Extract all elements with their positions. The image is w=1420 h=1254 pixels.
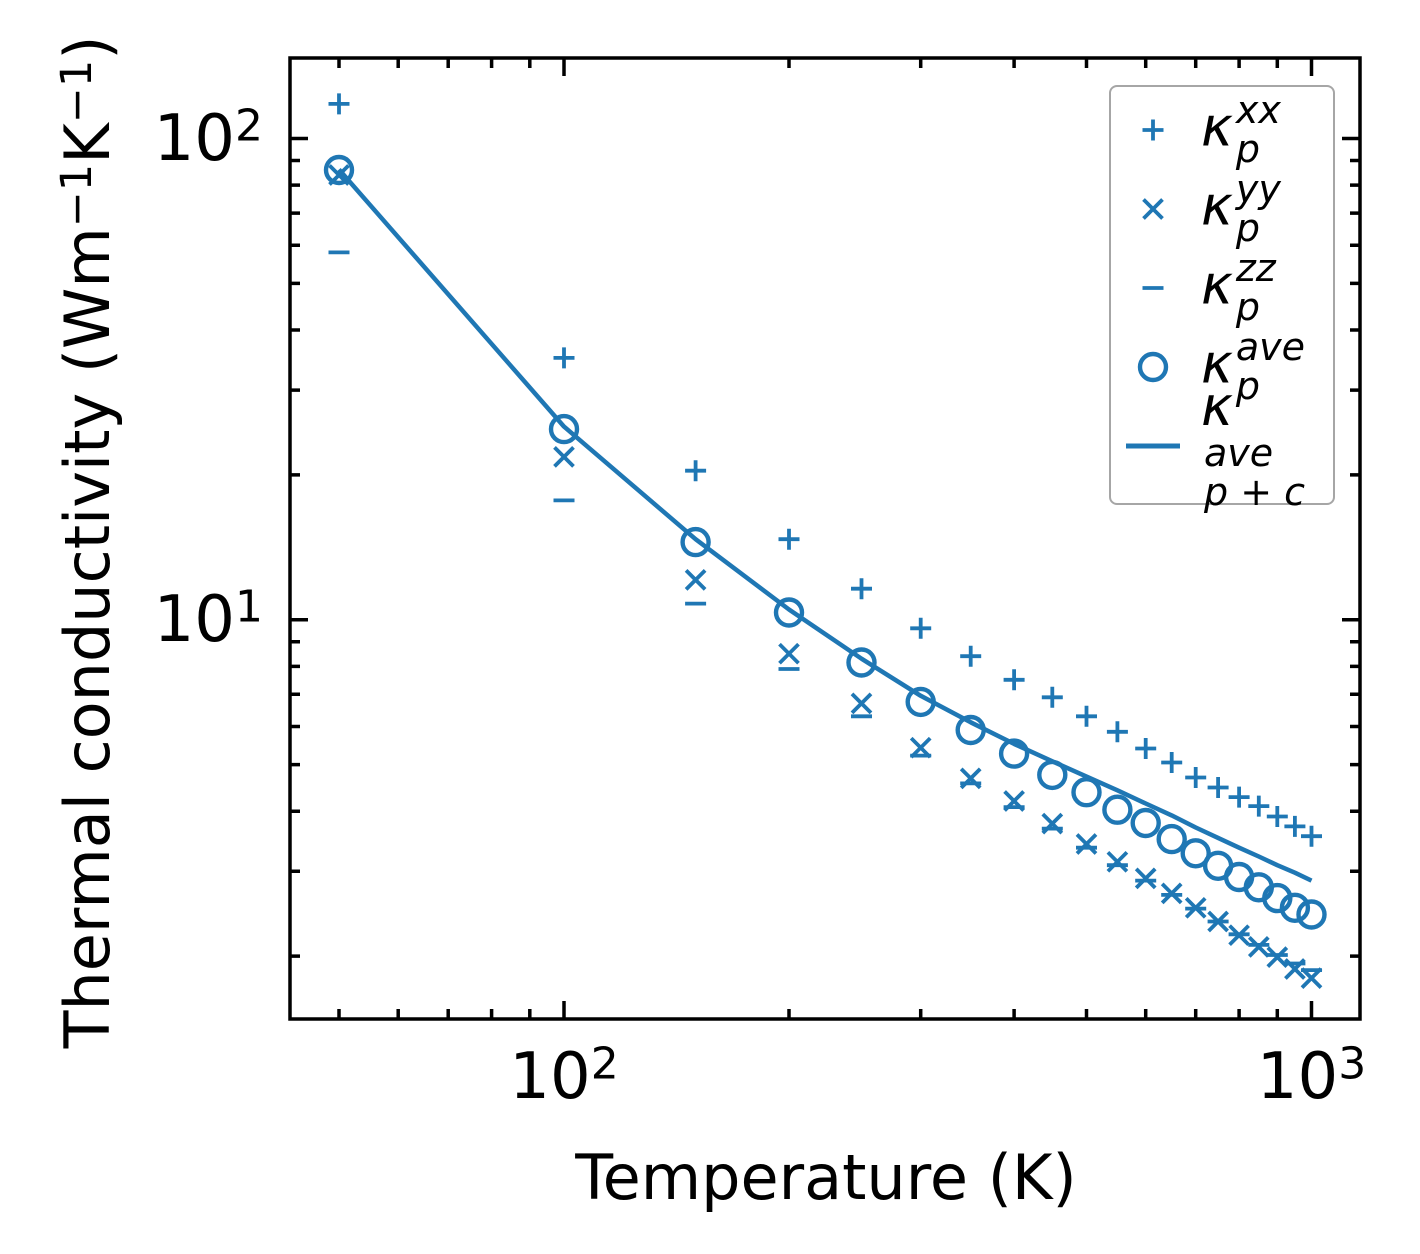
axis-ticks bbox=[290, 58, 1360, 1019]
legend-label: κ yy p bbox=[1201, 166, 1281, 250]
circle-marker-icon bbox=[1137, 351, 1169, 382]
y-tick-label-100: 102 bbox=[153, 100, 263, 176]
x-tick-label-100: 102 bbox=[509, 1038, 619, 1114]
series-kappa_p_plus_c_ave bbox=[337, 168, 1313, 883]
legend-item-kappa-zz: κ zz p bbox=[1125, 248, 1333, 327]
x-marker-icon bbox=[1142, 197, 1164, 220]
y-axis-title: Thermal conductivity (Wm−1K−1) bbox=[51, 35, 124, 1049]
legend-item-kappa-yy: κ yy p bbox=[1125, 169, 1333, 248]
plot-frame bbox=[288, 56, 1362, 1021]
legend: κ xx p κ yy p κ zz p κ ave p κ ave p + c bbox=[1109, 85, 1335, 511]
legend-label: κ ave p + c bbox=[1201, 374, 1306, 514]
legend-item-kappa-xx: κ xx p bbox=[1125, 90, 1333, 169]
series-kappa_p_ave bbox=[323, 154, 1327, 930]
series-kappa_p_zz bbox=[328, 250, 1322, 972]
legend-label: κ ave p bbox=[1201, 324, 1305, 408]
series-kappa_p_xx bbox=[328, 93, 1322, 847]
x-tick-label-1000: 103 bbox=[1256, 1038, 1367, 1114]
x-axis-title: Temperature (K) bbox=[575, 1141, 1077, 1214]
plus-marker-icon bbox=[1142, 119, 1164, 140]
legend-label: κ xx p bbox=[1201, 87, 1281, 171]
legend-item-kappa-ave: κ ave p bbox=[1125, 327, 1333, 406]
line-marker-icon bbox=[1126, 443, 1180, 448]
minus-marker-icon bbox=[1142, 285, 1164, 290]
legend-item-kappa-p-plus-c-ave: κ ave p + c bbox=[1125, 379, 1333, 511]
legend-label: κ zz p bbox=[1201, 245, 1276, 329]
y-tick-label-10: 101 bbox=[153, 581, 263, 657]
